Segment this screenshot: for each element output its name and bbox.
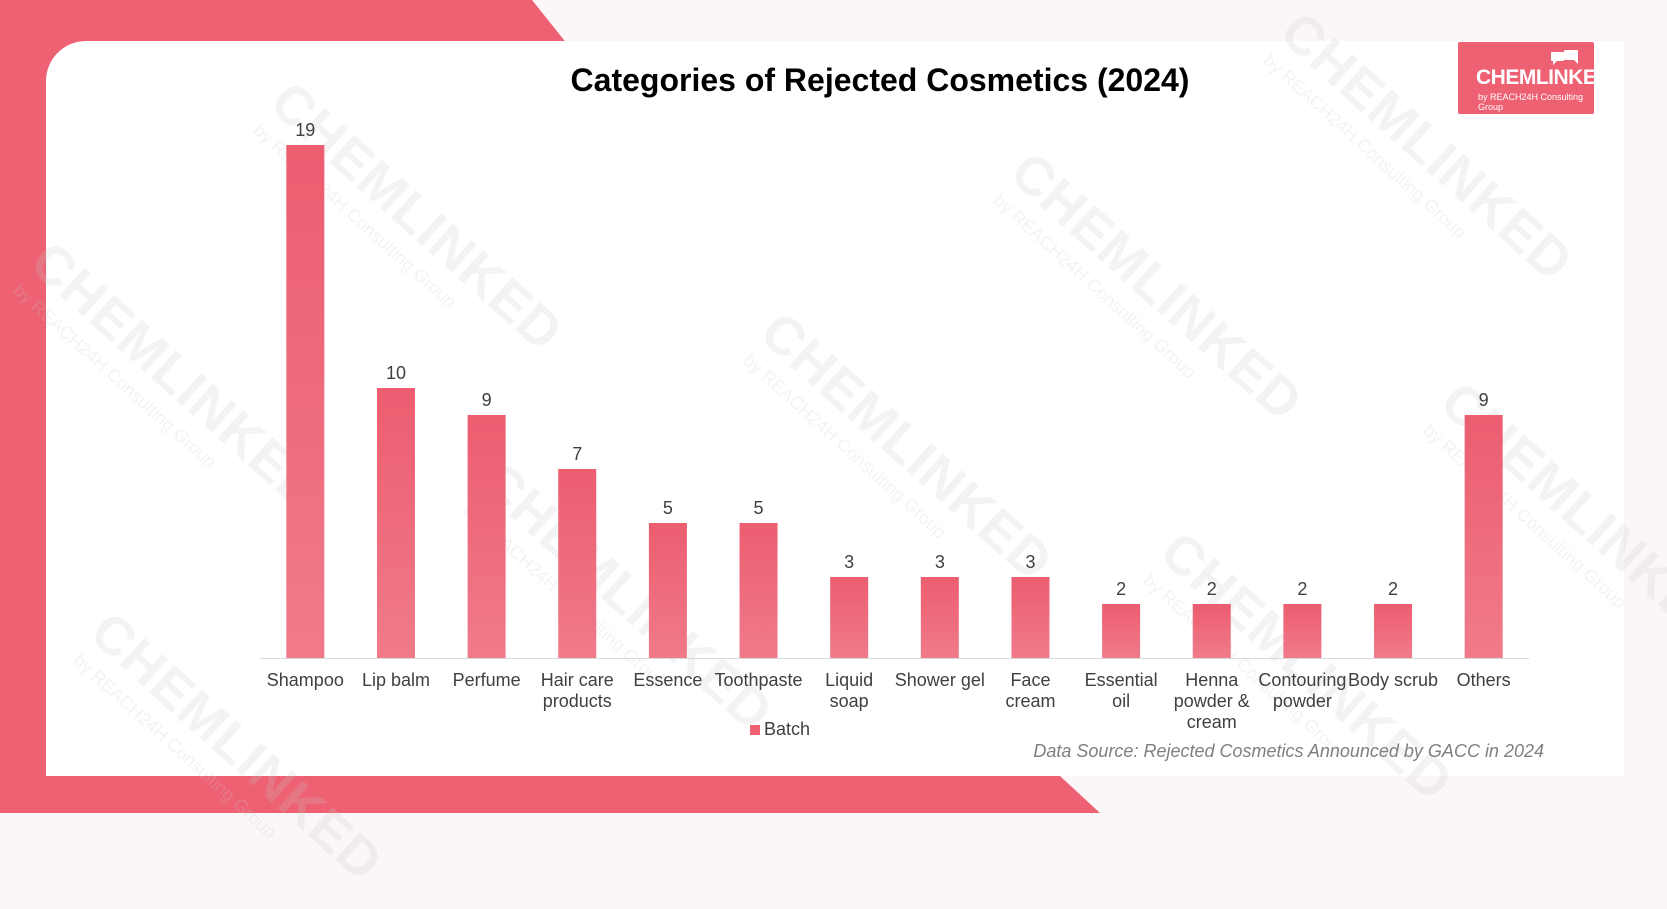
chat-bubbles-icon xyxy=(1551,50,1578,65)
x-tick-label: Liquid soap xyxy=(825,670,873,711)
x-tick-label: Essential oil xyxy=(1085,670,1158,711)
bar xyxy=(1192,604,1231,658)
data-label: 19 xyxy=(295,120,315,140)
data-label: 2 xyxy=(1388,579,1398,599)
data-label: 10 xyxy=(386,363,406,383)
bar xyxy=(739,523,778,658)
x-tick-label: Essence xyxy=(633,670,702,690)
data-source-note: Data Source: Rejected Cosmetics Announce… xyxy=(1033,741,1544,761)
bar xyxy=(1011,577,1050,658)
bar xyxy=(920,577,959,658)
x-tick-label: Hair care products xyxy=(541,670,614,711)
chemlinked-logo: CHEMLINKED by REACH24H Consulting Group xyxy=(1458,42,1612,114)
bar xyxy=(467,415,506,658)
data-label: 3 xyxy=(844,552,854,572)
data-label: 7 xyxy=(572,444,582,464)
x-tick-label: Henna powder & cream xyxy=(1174,670,1250,732)
logo-subtitle: by REACH24H Consulting Group xyxy=(1478,92,1584,112)
bar xyxy=(558,469,597,658)
data-label: 2 xyxy=(1207,579,1217,599)
bar-chart: 19 Shampoo 10 Lip balm 9 Perfume 7 Hair care pro… xyxy=(260,120,1529,732)
data-label: 3 xyxy=(935,552,945,572)
data-label: 5 xyxy=(663,498,673,518)
x-tick-label: Perfume xyxy=(453,670,521,690)
bar xyxy=(1102,604,1141,658)
data-label: 2 xyxy=(1116,579,1126,599)
bar xyxy=(648,523,687,658)
data-label: 5 xyxy=(754,498,764,518)
bar xyxy=(376,388,415,658)
x-tick-label: Shampoo xyxy=(267,670,344,690)
bar xyxy=(830,577,869,658)
data-label: 2 xyxy=(1297,579,1307,599)
chart-title: Categories of Rejected Cosmetics (2024) xyxy=(570,62,1190,98)
x-tick-label: Lip balm xyxy=(362,670,430,690)
data-label: 9 xyxy=(1479,390,1489,410)
bar xyxy=(286,145,325,658)
data-label: 9 xyxy=(482,390,492,410)
data-label: 3 xyxy=(1025,552,1035,572)
x-tick-label: Face cream xyxy=(1005,670,1055,711)
chart-legend: Batch xyxy=(750,719,810,740)
x-tick-label: Body scrub xyxy=(1348,670,1438,690)
logo-brand: CHEMLINKED xyxy=(1476,66,1612,89)
x-tick-label: Others xyxy=(1457,670,1511,690)
bar xyxy=(1374,604,1413,658)
bar xyxy=(1464,415,1503,658)
legend-swatch xyxy=(750,724,760,735)
legend-label: Batch xyxy=(764,719,811,739)
bar xyxy=(1283,604,1322,658)
x-tick-label: Toothpaste xyxy=(714,670,802,690)
x-tick-label: Shower gel xyxy=(895,670,985,690)
x-tick-label: Contouring powder xyxy=(1258,670,1346,711)
